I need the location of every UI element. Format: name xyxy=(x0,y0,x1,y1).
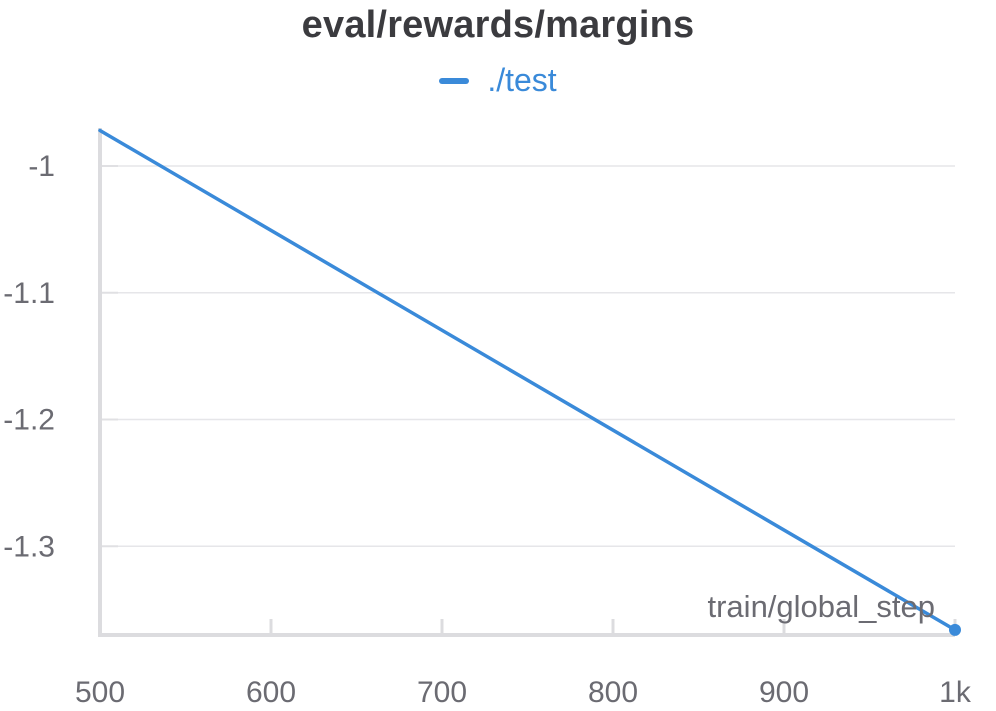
grid-lines xyxy=(100,165,955,548)
legend: ./test xyxy=(0,62,996,99)
x-tick-label: 1k xyxy=(939,676,972,709)
tick-labels: -1 -1.1 -1.2 -1.3 500 600 700 800 900 1k xyxy=(3,150,972,709)
x-tick-label: 800 xyxy=(588,676,638,709)
y-tick-label: -1 xyxy=(28,150,55,183)
y-tick-label: -1.2 xyxy=(3,404,55,437)
x-tick-label: 600 xyxy=(246,676,296,709)
legend-swatch xyxy=(439,77,470,84)
y-tick-label: -1.1 xyxy=(3,277,55,310)
series-line-test xyxy=(98,128,957,632)
y-tick-label: -1.3 xyxy=(3,530,55,563)
x-tick-label: 900 xyxy=(759,676,809,709)
legend-label-test[interactable]: ./test xyxy=(487,62,557,98)
x-tick-label: 700 xyxy=(417,676,467,709)
series-layer xyxy=(98,128,961,636)
series-endpoint-marker xyxy=(949,623,961,636)
axes xyxy=(98,128,957,637)
chart-title: eval/rewards/margins xyxy=(301,4,695,46)
x-axis-label: train/global_step xyxy=(708,589,936,624)
x-tick-label: 500 xyxy=(75,676,125,709)
